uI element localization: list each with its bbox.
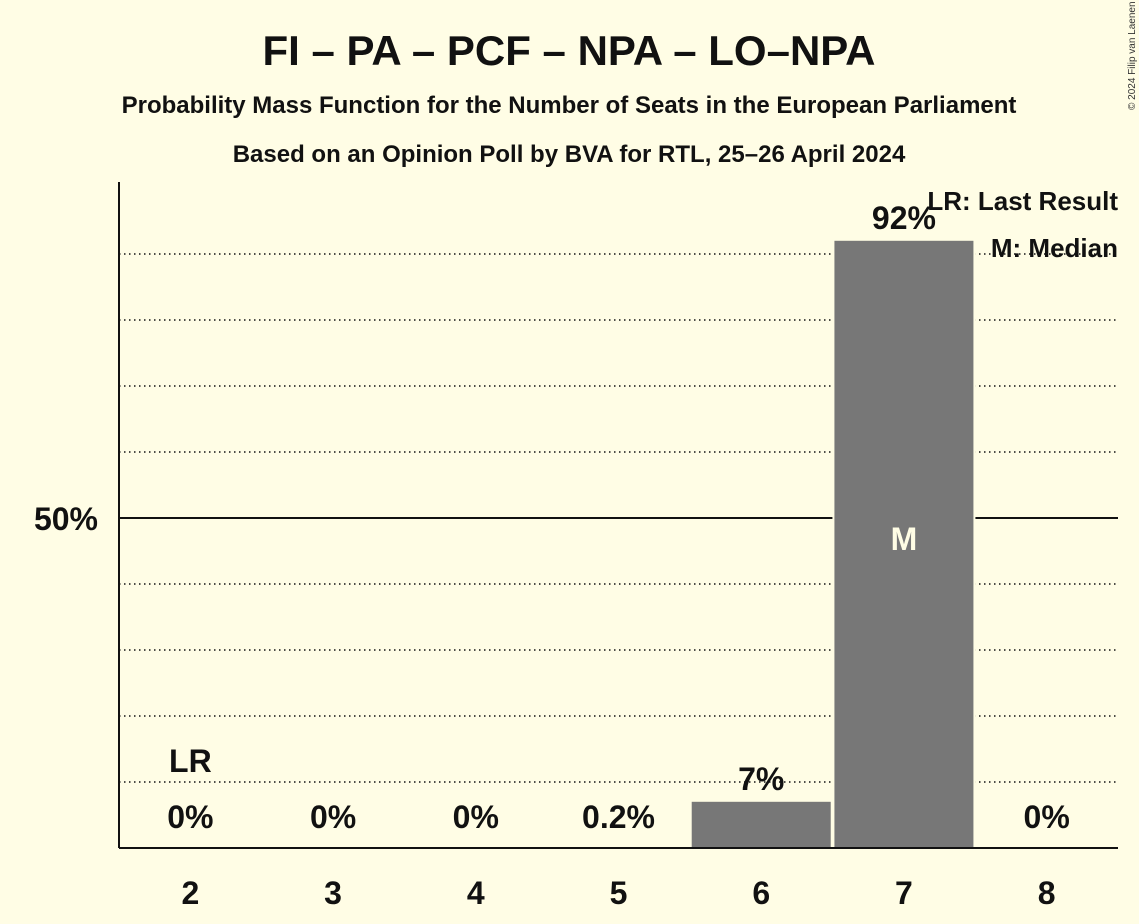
- bar-seat-6: [691, 801, 831, 848]
- chart-title: FI – PA – PCF – NPA – LO–NPA: [262, 27, 875, 74]
- x-tick-labels: 2 3 4 5 6 7 8: [181, 875, 1055, 911]
- data-label-seat-8: 0%: [1024, 799, 1070, 835]
- data-label-seat-5: 0.2%: [582, 799, 655, 835]
- chart-subtitle: Probability Mass Function for the Number…: [122, 92, 1017, 119]
- x-tick-label-6: 6: [752, 875, 770, 911]
- data-label-seat-6: 7%: [738, 761, 784, 797]
- data-labels: 0% LR 0% 0% 0.2% 7% 92% M 0%: [167, 200, 1070, 835]
- data-label-seat-7: 92%: [872, 200, 936, 236]
- legend-median: M: Median: [991, 233, 1118, 263]
- x-tick-label-4: 4: [467, 875, 485, 911]
- median-marker: M: [891, 521, 918, 557]
- y-tick-label-50: 50%: [34, 501, 98, 537]
- data-label-seat-2: 0%: [167, 799, 213, 835]
- x-tick-label-7: 7: [895, 875, 913, 911]
- x-tick-label-2: 2: [181, 875, 199, 911]
- last-result-marker: LR: [169, 743, 212, 779]
- legend-last-result: LR: Last Result: [927, 186, 1118, 216]
- bar-seat-7: [834, 240, 974, 849]
- bars: [689, 238, 976, 849]
- x-tick-label-5: 5: [610, 875, 628, 911]
- data-label-seat-3: 0%: [310, 799, 356, 835]
- data-label-seat-4: 0%: [453, 799, 499, 835]
- x-tick-label-8: 8: [1038, 875, 1056, 911]
- x-tick-label-3: 3: [324, 875, 342, 911]
- copyright-text: © 2024 Filip van Laenen: [1127, 1, 1138, 110]
- chart-source: Based on an Opinion Poll by BVA for RTL,…: [233, 141, 906, 168]
